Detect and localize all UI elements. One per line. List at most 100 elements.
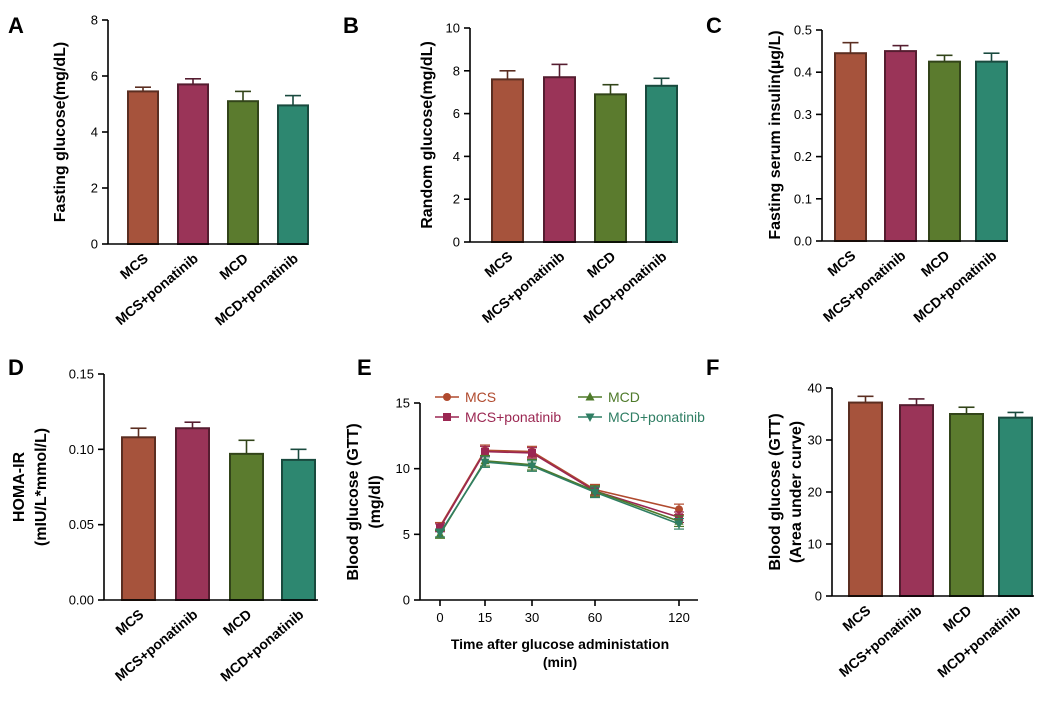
data-point xyxy=(585,413,595,422)
bar xyxy=(645,84,678,243)
x-tick-label: MCD xyxy=(940,602,975,635)
series-line xyxy=(439,459,680,535)
data-point xyxy=(443,393,451,401)
y-axis-title: Blood glucose (GTT) xyxy=(345,423,362,580)
y-tick-label: 0.3 xyxy=(794,107,812,122)
x-tick-label: 15 xyxy=(478,610,492,625)
bar xyxy=(277,104,309,246)
y-tick-label: 20 xyxy=(808,485,822,500)
y-tick-label: 0.05 xyxy=(69,517,94,532)
series-line xyxy=(439,449,680,527)
panel-letter: A xyxy=(8,13,24,38)
data-point xyxy=(675,505,683,514)
data-point xyxy=(481,447,489,456)
x-tick-label: MCD xyxy=(216,250,251,283)
x-tick-label: 0 xyxy=(436,610,443,625)
y-tick-label: 2 xyxy=(453,192,460,207)
y-tick-label: 0 xyxy=(403,593,410,608)
x-tick-label: MCS xyxy=(117,250,151,282)
data-point xyxy=(674,520,684,529)
x-tick-label: MCD xyxy=(220,606,255,639)
data-point xyxy=(585,392,595,401)
x-tick-label: 60 xyxy=(588,610,602,625)
panel-letter: F xyxy=(706,355,719,380)
bar xyxy=(928,60,961,243)
x-tick-label: MCS xyxy=(824,247,858,279)
y-tick-label: 0.2 xyxy=(794,149,812,164)
bar xyxy=(281,458,316,601)
bar xyxy=(543,76,576,243)
bar xyxy=(227,100,259,245)
y-axis-title: Fasting serum insulin(µg/L) xyxy=(767,30,784,239)
panel-letter: D xyxy=(8,355,24,380)
bar xyxy=(594,93,627,243)
y-tick-label: 15 xyxy=(396,396,410,411)
y-axis-title: Random glucose(mg/dL) xyxy=(419,41,436,229)
y-axis-title: Blood glucose (GTT) xyxy=(767,413,784,570)
y-tick-label: 0.15 xyxy=(69,367,94,382)
bar xyxy=(127,90,159,246)
y-tick-label: 0.1 xyxy=(794,191,812,206)
series-line xyxy=(439,450,680,529)
x-tick-label: MCS xyxy=(481,248,515,280)
x-tick-label: MCD+ponatinib xyxy=(910,247,999,325)
bar xyxy=(229,452,264,601)
panel-letter: E xyxy=(357,355,372,380)
x-tick-label: MCS xyxy=(112,606,146,638)
y-tick-label: 0.4 xyxy=(794,65,812,80)
y-axis-title: Fasting glucose(mg/dL) xyxy=(52,42,69,222)
bar xyxy=(175,427,210,601)
x-tick-label: MCD xyxy=(918,247,953,280)
data-point xyxy=(528,448,536,457)
data-point xyxy=(527,462,537,472)
y-tick-label: 0 xyxy=(91,237,98,252)
y-tick-label: 0 xyxy=(453,235,460,250)
data-point xyxy=(435,529,445,539)
y-tick-label: 10 xyxy=(396,461,410,476)
data-point xyxy=(590,488,600,498)
series-line xyxy=(439,461,680,534)
y-axis-title-2: (Area under curve) xyxy=(788,421,805,563)
x-tick-label: MCS xyxy=(839,602,873,634)
bar xyxy=(834,52,867,242)
y-tick-label: 8 xyxy=(91,13,98,28)
y-tick-label: 10 xyxy=(808,537,822,552)
y-tick-label: 4 xyxy=(91,125,98,140)
bar xyxy=(998,416,1033,598)
y-tick-label: 5 xyxy=(403,527,410,542)
y-tick-label: 4 xyxy=(453,149,460,164)
panel-letter: C xyxy=(706,13,722,38)
data-point xyxy=(480,458,490,468)
x-axis-title: Time after glucose administation xyxy=(451,636,669,652)
x-axis-title-2: (min) xyxy=(543,654,577,670)
legend-label: MCS xyxy=(465,389,496,405)
data-point xyxy=(443,413,451,421)
x-tick-label: 30 xyxy=(525,610,539,625)
bar xyxy=(899,404,934,597)
y-tick-label: 0.5 xyxy=(794,23,812,38)
data-point xyxy=(436,523,444,532)
legend-label: MCD xyxy=(608,389,640,405)
panel-letter: B xyxy=(343,13,359,38)
y-tick-label: 6 xyxy=(91,69,98,84)
x-tick-label: MCD xyxy=(584,248,619,281)
y-tick-label: 30 xyxy=(808,433,822,448)
bar xyxy=(848,401,883,597)
y-tick-label: 6 xyxy=(453,106,460,121)
y-tick-label: 0 xyxy=(815,589,822,604)
legend: MCS MCD MCS+ponatinib MCD+ponatinib xyxy=(435,389,705,425)
y-tick-label: 8 xyxy=(453,63,460,78)
y-axis-title-2: (mIU/L*mmol/L) xyxy=(33,428,50,546)
bar xyxy=(121,436,156,601)
bar xyxy=(491,78,524,243)
y-tick-label: 0.00 xyxy=(69,593,94,608)
legend-label: MCD+ponatinib xyxy=(608,409,705,425)
y-tick-label: 0.10 xyxy=(69,442,94,457)
x-tick-label: 120 xyxy=(668,610,690,625)
